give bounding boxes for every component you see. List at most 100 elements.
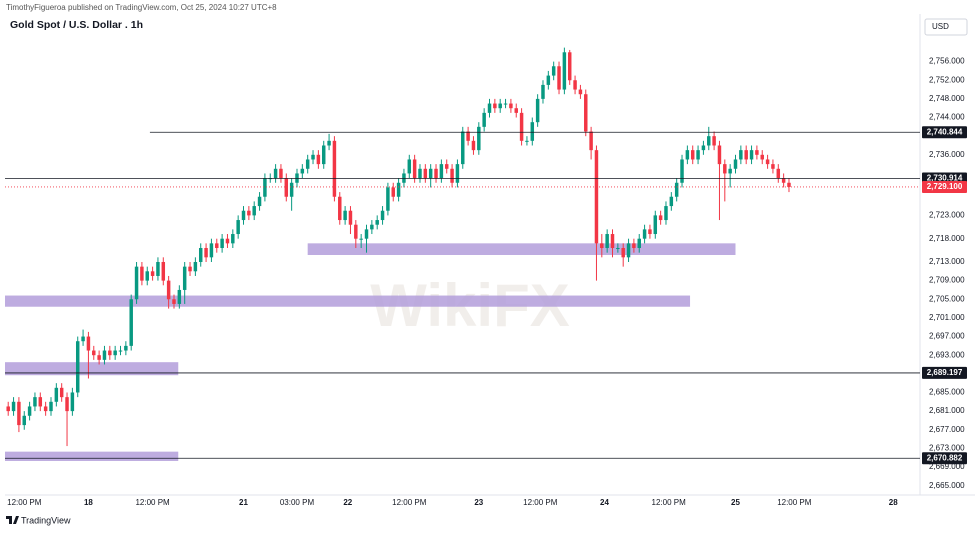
y-tick-label: 2,752.000 bbox=[929, 75, 965, 84]
level-label: 2,740.844 bbox=[927, 127, 963, 136]
candle-body bbox=[209, 243, 214, 258]
candle-body bbox=[65, 397, 69, 412]
candle-body bbox=[744, 150, 748, 160]
candle-body bbox=[551, 66, 556, 76]
candle-body bbox=[386, 187, 390, 211]
x-tick-label: 12:00 PM bbox=[523, 498, 558, 507]
candle-body bbox=[562, 52, 567, 90]
candle-body bbox=[487, 103, 492, 113]
x-tick-label: 12:00 PM bbox=[392, 498, 427, 507]
candle-body bbox=[461, 131, 465, 165]
candle-body bbox=[231, 234, 235, 244]
candle-body bbox=[632, 243, 636, 249]
currency-box[interactable] bbox=[924, 18, 968, 36]
candle-body bbox=[728, 168, 732, 174]
candle-body bbox=[215, 243, 219, 249]
candle-body bbox=[535, 98, 540, 123]
candle-body bbox=[755, 150, 759, 155]
candle-body bbox=[124, 345, 128, 351]
y-tick-label: 2,693.000 bbox=[929, 350, 965, 359]
y-tick-label: 2,705.000 bbox=[929, 294, 965, 303]
candle-body bbox=[252, 206, 256, 216]
y-tick-label: 2,756.000 bbox=[929, 57, 965, 66]
level-label-box bbox=[922, 452, 967, 465]
candle-body bbox=[610, 234, 615, 249]
candle-body bbox=[188, 266, 192, 272]
candle-body bbox=[172, 299, 176, 304]
y-tick-label: 2,677.000 bbox=[929, 425, 965, 434]
candle-body bbox=[193, 261, 198, 272]
candle-body bbox=[642, 229, 647, 239]
candle-body bbox=[81, 336, 85, 342]
candle-body bbox=[514, 108, 518, 113]
candle-body bbox=[669, 196, 674, 207]
candle-body bbox=[546, 75, 551, 85]
level-label-box bbox=[922, 126, 967, 139]
candle-body bbox=[102, 350, 107, 360]
candle-body bbox=[423, 168, 428, 179]
candle-body bbox=[412, 159, 417, 179]
brand: TradingView bbox=[21, 515, 71, 525]
candle-body bbox=[129, 299, 133, 346]
candle-body bbox=[27, 406, 32, 416]
candle-body bbox=[402, 173, 406, 183]
y-tick-label: 2,736.000 bbox=[929, 150, 965, 159]
candle-body bbox=[220, 238, 224, 249]
candle-body bbox=[177, 289, 182, 304]
x-tick-label: 12:00 PM bbox=[7, 498, 42, 507]
level-label: 2,670.882 bbox=[927, 453, 963, 462]
candle-body bbox=[396, 182, 401, 197]
candle-body bbox=[113, 350, 117, 356]
candle-body bbox=[578, 89, 583, 95]
candle-body bbox=[380, 210, 385, 221]
candle-body bbox=[776, 168, 781, 179]
y-tick-label: 2,744.000 bbox=[929, 113, 965, 122]
currency: USD bbox=[932, 22, 949, 31]
candle-body bbox=[723, 164, 727, 174]
candle-body bbox=[70, 392, 75, 412]
x-tick-label: 12:00 PM bbox=[135, 498, 170, 507]
candle-body bbox=[701, 145, 706, 151]
candle-body bbox=[664, 206, 668, 221]
candle-body bbox=[658, 215, 663, 221]
candle-body bbox=[75, 341, 80, 393]
candle-body bbox=[140, 266, 144, 281]
x-tick-label: 21 bbox=[239, 498, 248, 507]
candle-body bbox=[690, 150, 695, 160]
candle-body bbox=[241, 210, 246, 221]
y-tick-label: 2,723.000 bbox=[929, 210, 965, 219]
candle-body bbox=[33, 397, 37, 407]
candle-body bbox=[17, 401, 21, 426]
x-tick-label: 23 bbox=[474, 498, 483, 507]
candle-body bbox=[11, 401, 16, 412]
candle-body bbox=[653, 215, 658, 235]
candle-body bbox=[38, 397, 43, 407]
candle-body bbox=[455, 164, 460, 183]
candle-body bbox=[295, 173, 299, 183]
y-tick-label: 2,709.000 bbox=[929, 276, 965, 285]
current-price-label: 2,729.100 bbox=[927, 182, 963, 191]
candle-body bbox=[43, 406, 48, 412]
candle-body bbox=[359, 238, 363, 240]
x-tick-label: 25 bbox=[731, 498, 740, 507]
zone bbox=[5, 295, 691, 307]
current-price-box bbox=[922, 180, 967, 193]
candle-body bbox=[787, 182, 791, 187]
candle-body bbox=[503, 103, 508, 105]
y-tick-label: 2,748.000 bbox=[929, 94, 965, 103]
candle-body bbox=[530, 122, 535, 141]
x-tick-label: 12:00 PM bbox=[652, 498, 687, 507]
candle-body bbox=[338, 196, 342, 221]
candle-body bbox=[557, 66, 561, 90]
candle-body bbox=[54, 387, 59, 402]
candle-body bbox=[589, 131, 593, 151]
candle-body bbox=[498, 103, 502, 109]
candle-body bbox=[717, 145, 722, 165]
candle-body bbox=[236, 220, 240, 235]
candle-body bbox=[327, 140, 331, 146]
candle-body bbox=[198, 248, 203, 262]
candle-body bbox=[354, 224, 358, 239]
candle-body bbox=[707, 136, 711, 146]
candle-body bbox=[450, 168, 454, 183]
